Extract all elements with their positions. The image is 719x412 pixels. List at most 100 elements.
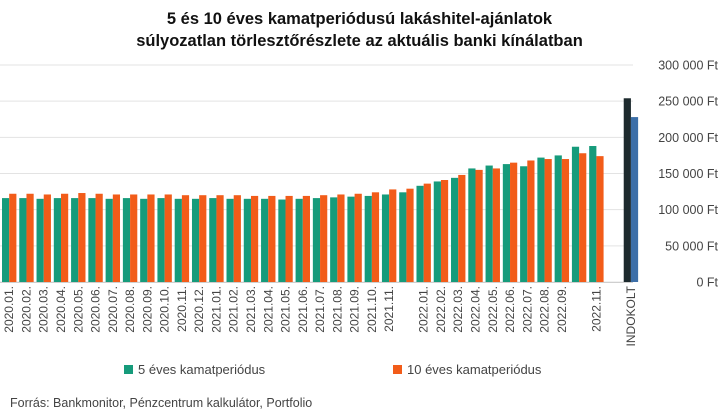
bar-series-2-2021.03. [250,195,259,282]
x-tick-label: 2021.03. [244,286,258,333]
bar-series-2-2020.10. [164,194,172,282]
bar-series-1-2020.05. [71,198,79,282]
bar-series-2-2021.04. [268,195,276,282]
x-tick-label: 2021.05. [279,286,293,333]
bar-series-1-2021.04. [261,198,269,282]
bar-series-2-2022.06. [510,162,518,282]
bar-series-1-2020.03. [36,198,44,282]
bar-series-1-2022.06. [502,164,511,282]
y-tick-label: 200 000 Ft [658,131,718,145]
bar-series-1-2021.06. [295,198,303,282]
y-tick-label: 300 000 Ft [658,59,718,73]
x-tick-label: 2020.02. [19,286,33,333]
bar-series-1-2022.01. [416,185,424,282]
bar-series-2-2020.09. [147,194,155,282]
bar-series-2-2022.03. [458,174,466,282]
legend-item-series-2: 10 éves kamatperiódus [393,362,541,377]
x-tick-label: INDOKOLT [624,285,638,346]
bar-series-1-2021.07. [312,198,321,282]
bar-series-1-2020.10. [157,198,165,282]
bar-series-1-INDOKOLT [623,98,631,282]
bar-series-2-2020.07. [112,194,121,282]
x-tick-label: 2021.06. [296,286,310,333]
x-tick-label: 2020.09. [140,286,154,333]
legend-label-series-2: 10 éves kamatperiódus [407,362,542,377]
x-tick-label: 2020.03. [37,286,51,333]
bar-series-2-2021.02. [233,195,241,282]
bar-series-1-2020.09. [140,198,148,282]
bar-series-1-2020.12. [191,198,200,282]
x-tick-label: 2022.01. [417,286,431,333]
bar-series-2-2022.07. [527,160,535,282]
bar-series-2-2022.02. [440,180,449,282]
bar-series-2-2022.04. [475,169,483,282]
chart-title-line1: 5 és 10 éves kamatperiódusú lakáshitel-a… [166,10,553,28]
bar-series-1-2020.08. [122,198,131,282]
x-tick-label: 2022.07. [520,286,534,333]
bar-series-2-2021.07. [320,195,328,282]
bar-series-2-2021.05. [285,195,293,282]
x-tick-label: 2020.08. [123,286,137,333]
bar-series-2-2020.08. [130,194,138,282]
bar-series-2-2020.02. [26,193,34,282]
x-tick-label: 2021.01. [209,286,223,333]
bar-series-2-2022.11. [596,156,604,282]
bar-series-1-2020.07. [105,198,113,282]
bar-series-1-2020.02. [19,198,27,282]
bar-series-2-2021.01. [216,195,224,282]
bar-series-2-2021.06. [302,195,310,282]
x-tick-label: 2022.06. [503,286,517,333]
y-tick-label: 0 Ft [696,276,718,290]
bar-series-2-2022.01. [423,183,431,282]
y-tick-label: 150 000 Ft [658,167,718,181]
x-tick-label: 2022.11. [589,286,603,332]
x-tick-label: 2020.01. [2,286,16,333]
bar-series-1-2021.09. [347,196,355,282]
bar-series-2-2020.03. [43,194,51,282]
x-tick-label: 2020.04. [54,286,68,333]
bar-series-2-2022.05. [492,168,500,282]
bar-series-1-2022.07. [520,166,528,282]
bar-series-2-2021.10. [371,192,380,282]
x-tick-label: 2020.10. [158,286,172,333]
legend-swatch-series-2 [393,365,402,374]
bar-series-1-2022.09. [554,155,562,282]
bar-series-1-2022.04. [468,168,476,282]
bar-series-2-2020.12. [199,195,207,282]
x-tick-label: 2022.05. [486,286,500,333]
legend-item-series-1: 5 éves kamatperiódus [124,362,265,377]
bar-series-1-2020.11. [174,198,182,282]
source-note: Forrás: Bankmonitor, Pénzcentrum kalkulá… [10,396,313,410]
bar-series-2-2020.11. [181,195,190,282]
legend-swatch-series-1 [124,365,133,374]
x-tick-label: 2021.10. [365,286,379,333]
bar-series-1-2022.11. [589,146,597,282]
bar-series-2-2021.09. [354,193,362,282]
y-axis: 0 Ft 50 000 Ft 100 000 Ft 150 000 Ft 200 000… [658,59,718,290]
x-tick-label: 2021.08. [330,286,344,333]
x-tick-label: 2020.05. [71,286,85,333]
bar-series-1-2021.03. [243,198,251,282]
bar-series-1-2022.02. [433,181,441,282]
bar-series-2-2020.05. [78,193,86,282]
x-tick-label: 2021.11. [382,286,396,332]
x-tick-label: 2021.04. [261,286,275,333]
bar-series-2-2022.10. [579,153,587,282]
bar-series-2-2020.04. [61,193,69,282]
bar-series-1-2021.01. [209,198,217,282]
bar-series-2-2021.11. [389,189,397,282]
x-tick-label: 2020.11. [175,286,189,332]
x-tick-label: 2021.02. [227,286,241,333]
bar-series-2-2022.08. [544,159,552,282]
bar-series-2-INDOKOLT [630,117,639,282]
y-tick-label: 250 000 Ft [658,95,718,109]
bar-series-2-2021.12. [406,188,414,282]
x-tick-label: 2022.03. [451,286,465,333]
x-tick-label: 2020.07. [106,286,120,333]
x-tick-label: 2021.09. [348,286,362,333]
bar-series-1-2022.08. [537,157,545,282]
bar-series-2-2022.09. [561,159,570,282]
x-tick-label: 2022.08. [538,286,552,333]
x-tick-label: 2020.12. [192,286,206,333]
